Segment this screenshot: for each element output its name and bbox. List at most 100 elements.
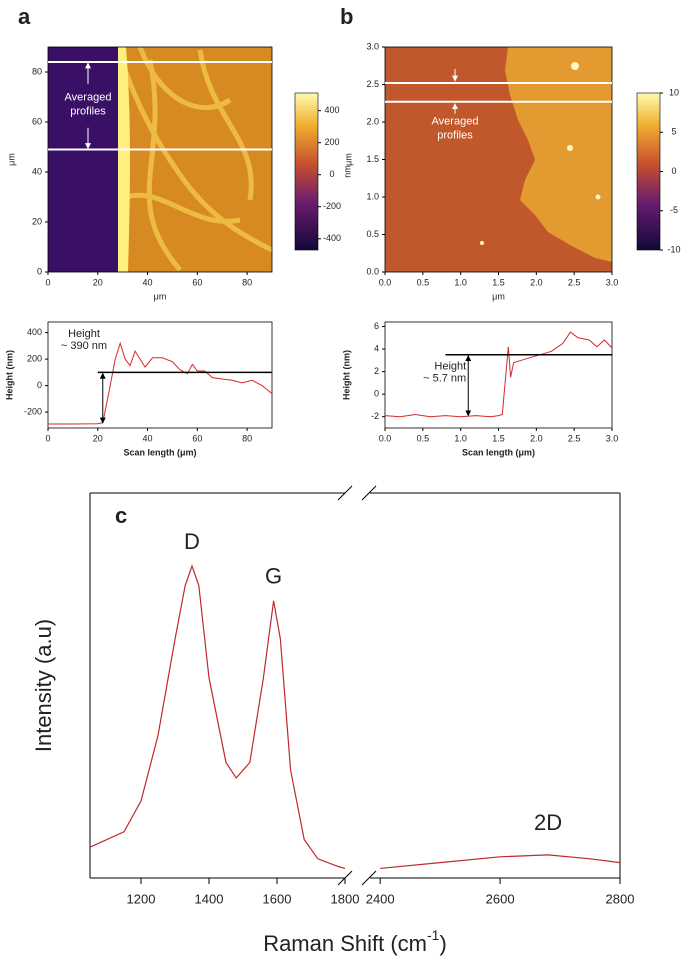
y-tick-label: 1.5	[366, 154, 379, 164]
x-tick-label: 20	[93, 277, 103, 287]
y-tick-label: 200	[27, 353, 42, 363]
x-axis-label-suffix: )	[439, 931, 446, 956]
x-tick-label: 1.5	[492, 433, 505, 443]
annotation: profiles	[70, 106, 106, 118]
x-axis-label: Raman Shift (cm-1)	[263, 927, 447, 956]
colorbar	[294, 92, 319, 251]
annotation: Height	[434, 361, 466, 373]
y-tick-label: 80	[32, 66, 42, 76]
y-tick-label: 60	[32, 116, 42, 126]
x-tick-label: 80	[242, 433, 252, 443]
y-tick-label: -200	[24, 406, 42, 416]
panel-label: b	[340, 4, 353, 29]
colorbar-tick-label: 400	[324, 105, 339, 115]
x-axis-label: Scan length (μm)	[123, 447, 196, 457]
y-axis-label: μm	[6, 153, 16, 166]
x-tick-label: 2.0	[530, 433, 543, 443]
axis-break	[337, 485, 377, 886]
x-tick-label: 60	[192, 433, 202, 443]
colorbar	[636, 92, 661, 251]
y-tick-label: 0	[374, 389, 379, 399]
colorbar-tick-label: -10	[667, 244, 680, 254]
x-tick-label: 80	[242, 277, 252, 287]
x-tick-label: 0	[45, 277, 50, 287]
x-tick-label: 3.0	[606, 433, 619, 443]
y-tick-label: 1.0	[366, 191, 379, 201]
afm-image-a	[48, 46, 274, 272]
y-tick-label: 4	[374, 343, 379, 353]
plot-frame	[47, 321, 273, 429]
annotation: profiles	[437, 130, 473, 142]
y-axis-label: Height (nm)	[341, 350, 351, 400]
y-tick-label: 2.0	[366, 116, 379, 126]
x-tick-label: 40	[143, 433, 153, 443]
annotation: Averaged	[65, 92, 112, 104]
x-tick-label: 60	[192, 277, 202, 287]
peak-label: 2D	[534, 810, 562, 835]
y-tick-label: 0.5	[366, 229, 379, 239]
x-tick-label: 1.0	[454, 277, 467, 287]
y-tick-label: 0	[37, 266, 42, 276]
x-axis-label: Scan length (μm)	[462, 447, 535, 457]
y-tick-label: 20	[32, 216, 42, 226]
colorbar-tick-label: 5	[671, 127, 676, 137]
x-tick-label: 1800	[331, 891, 360, 906]
afm-image-b	[385, 47, 612, 272]
x-tick-label: 2.5	[568, 433, 581, 443]
y-axis-label: Intensity (a.u)	[31, 619, 56, 752]
x-tick-label: 2800	[606, 891, 635, 906]
x-tick-label: 1.0	[454, 433, 467, 443]
colorbar-tick-label: -5	[670, 205, 678, 215]
colorbar-label: nm	[342, 165, 352, 178]
y-tick-label: 40	[32, 166, 42, 176]
y-tick-label: 2.5	[366, 79, 379, 89]
annotation: ~ 390 nm	[61, 340, 107, 352]
x-axis-label-text: Raman Shift (cm	[263, 931, 427, 956]
colorbar-tick-label: 0	[329, 169, 334, 179]
y-tick-label: 6	[374, 321, 379, 331]
x-tick-label: 3.0	[606, 277, 619, 287]
colorbar-tick-label: 10	[669, 87, 679, 97]
x-tick-label: 0.0	[379, 433, 392, 443]
x-tick-label: 0	[45, 433, 50, 443]
y-tick-label: 400	[27, 327, 42, 337]
x-tick-label: 40	[143, 277, 153, 287]
colorbar-tick-label: -200	[323, 201, 341, 211]
x-tick-label: 1200	[127, 891, 156, 906]
data-line	[48, 341, 273, 425]
x-axis-label: μm	[492, 291, 505, 301]
panel-label: c	[115, 503, 127, 528]
y-axis-label: μm	[343, 153, 353, 166]
y-tick-label: -2	[371, 411, 379, 421]
x-axis-label-sup: -1	[427, 927, 440, 943]
colorbar-tick-label: -400	[323, 233, 341, 243]
data-line	[384, 331, 613, 418]
annotation: ~ 5.7 nm	[423, 373, 466, 385]
x-tick-label: 2600	[486, 891, 515, 906]
x-tick-label: 1400	[195, 891, 224, 906]
x-tick-label: 20	[93, 433, 103, 443]
annotation: Height	[68, 328, 100, 340]
plot-frame	[47, 46, 273, 273]
y-tick-label: 0	[37, 380, 42, 390]
data-line	[89, 564, 621, 869]
x-tick-label: 1600	[263, 891, 292, 906]
peak-label: G	[265, 564, 282, 589]
panel-label: a	[18, 4, 31, 29]
x-tick-label: 1.5	[492, 277, 505, 287]
x-tick-label: 2.0	[530, 277, 543, 287]
x-axis-label: μm	[154, 291, 167, 301]
x-tick-label: 0.5	[417, 433, 430, 443]
y-axis-label: Height (nm)	[4, 350, 14, 400]
annotation: Averaged	[432, 116, 479, 128]
colorbar-tick-label: 0	[671, 166, 676, 176]
peak-label: D	[184, 529, 200, 554]
y-tick-label: 0.0	[366, 266, 379, 276]
x-tick-label: 0.5	[417, 277, 430, 287]
y-tick-label: 2	[374, 366, 379, 376]
x-tick-label: 2.5	[568, 277, 581, 287]
y-tick-label: 3.0	[366, 41, 379, 51]
x-tick-label: 0.0	[379, 277, 392, 287]
colorbar-tick-label: 200	[324, 137, 339, 147]
